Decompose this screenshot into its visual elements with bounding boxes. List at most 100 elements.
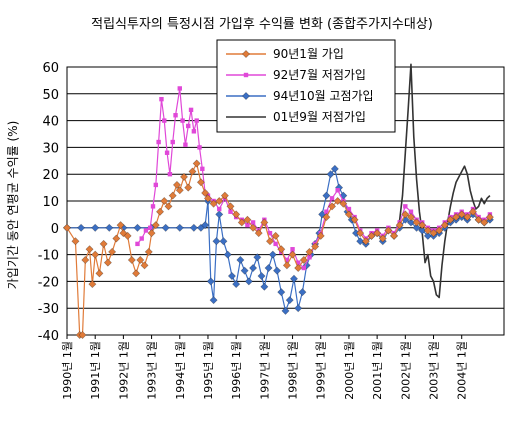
data-point: [401, 210, 410, 219]
data-point: [103, 258, 112, 267]
data-point: [85, 245, 94, 254]
y-tick-label: 10: [42, 195, 59, 210]
data-point: [168, 191, 177, 200]
data-point: [91, 250, 100, 259]
data-point: [127, 255, 136, 264]
data-point: [206, 277, 215, 286]
legend: 90년1월 가입 92년7월 저점가입 94년10월 고점가입 01년9월 저점…: [216, 39, 396, 133]
data-point: [418, 221, 427, 230]
data-point: [322, 213, 331, 222]
data-point: [356, 237, 365, 246]
data-point: [116, 221, 125, 230]
data-point: [403, 204, 408, 209]
data-point: [162, 118, 167, 123]
data-point: [186, 123, 191, 129]
data-point: [307, 255, 312, 260]
data-point: [267, 230, 273, 236]
data-point: [329, 196, 335, 201]
data-point: [288, 250, 297, 259]
data-point: [108, 247, 117, 256]
data-point: [245, 222, 250, 228]
data-point: [260, 282, 269, 291]
data-point: [412, 223, 421, 232]
data-point: [265, 237, 275, 246]
data-point: [147, 225, 153, 230]
data-point: [183, 142, 188, 147]
x-tick-label: 1990년 1월: [61, 341, 74, 400]
data-point: [468, 207, 478, 216]
data-point: [335, 188, 340, 193]
data-point: [435, 226, 444, 235]
data-point: [250, 220, 256, 225]
data-point: [105, 223, 114, 232]
data-point: [151, 221, 160, 230]
legend-label-1: 90년1월 가입: [273, 47, 344, 61]
x-tick-label: 2003년 1월: [428, 341, 441, 400]
data-point: [294, 263, 303, 273]
data-point: [200, 166, 205, 172]
y-tick-label: -30: [38, 302, 59, 317]
x-axis-ticks: 1990년 1월 1991년 1월 1992년 1월 1993년 1월 1994년 1월…: [61, 335, 469, 400]
data-point: [406, 213, 415, 222]
data-point: [172, 180, 181, 189]
data-point: [423, 226, 432, 235]
x-tick-label: 1994년 1월: [174, 341, 187, 400]
data-point: [277, 288, 286, 297]
data-point: [217, 206, 222, 212]
data-point: [77, 223, 86, 232]
data-point: [147, 229, 156, 238]
data-point: [243, 215, 252, 224]
data-point: [179, 172, 189, 181]
data-point: [284, 257, 290, 263]
y-tick-label: -40: [38, 329, 59, 344]
data-point: [260, 218, 269, 227]
data-point: [294, 304, 303, 313]
legend-label-3: 94년10월 고점가입: [273, 89, 374, 103]
data-point: [192, 159, 201, 168]
data-point: [346, 206, 352, 212]
data-point: [298, 288, 307, 297]
data-point: [301, 265, 307, 271]
data-point: [223, 250, 232, 259]
data-point: [88, 280, 97, 289]
data-point: [418, 226, 427, 235]
data-point: [95, 269, 104, 278]
data-point: [232, 210, 241, 219]
x-tick-label: 1998년 1월: [287, 341, 300, 400]
data-point: [136, 255, 145, 264]
legend-swatch-marker: [243, 72, 249, 78]
legend-swatch-marker: [241, 49, 251, 59]
data-point: [167, 172, 173, 177]
data-point: [201, 221, 210, 230]
data-point: [196, 178, 205, 187]
data-point: [378, 234, 387, 243]
data-point: [194, 118, 199, 123]
data-point: [189, 223, 198, 232]
data-point: [356, 229, 365, 238]
legend-items: [226, 49, 266, 118]
legend-swatch-marker: [241, 91, 251, 101]
data-point: [295, 260, 301, 265]
data-point: [395, 221, 404, 230]
data-point: [197, 145, 202, 150]
data-point: [277, 245, 286, 254]
data-point: [463, 213, 472, 222]
data-point: [153, 182, 159, 188]
data-point: [220, 191, 229, 200]
data-point: [423, 231, 432, 240]
data-point: [228, 209, 233, 214]
data-point: [191, 129, 197, 134]
data-point: [285, 296, 294, 305]
data-point: [253, 253, 262, 262]
y-tick-label: 30: [42, 141, 59, 156]
x-tick-label: 1993년 1월: [146, 341, 159, 400]
data-point: [361, 237, 370, 246]
data-point: [384, 226, 393, 235]
series-layer: [62, 63, 494, 340]
data-point: [164, 202, 173, 211]
data-point: [112, 234, 121, 243]
series-4: [396, 63, 491, 299]
data-point: [254, 229, 263, 238]
chart-title: 적립식투자의 특정시점 가입후 수익률 변화 (종합주가지수대상): [91, 17, 433, 32]
data-point: [99, 239, 108, 248]
